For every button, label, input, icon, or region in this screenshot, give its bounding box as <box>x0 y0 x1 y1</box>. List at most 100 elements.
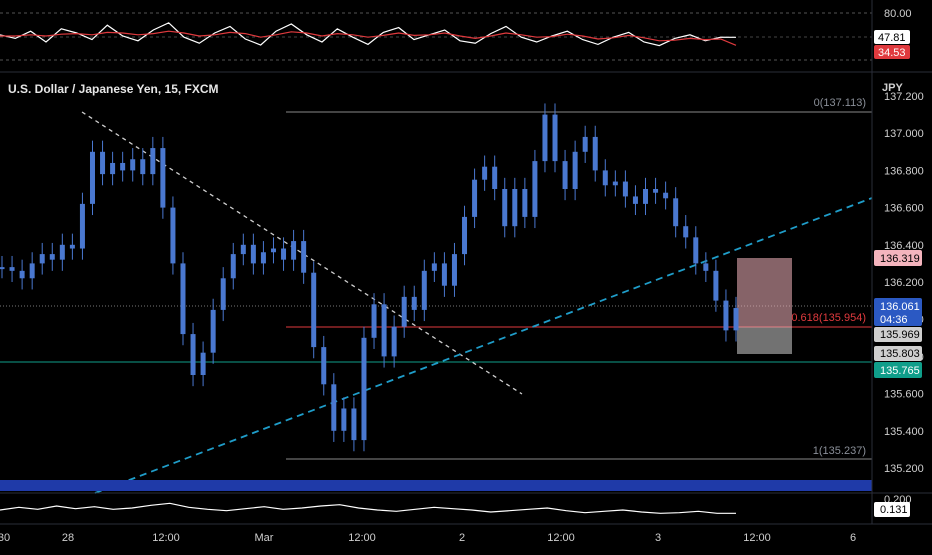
support-price-badge <box>874 362 922 378</box>
candle-body <box>9 267 15 271</box>
candle-body <box>542 114 548 162</box>
candle-body <box>260 252 266 264</box>
candle-body <box>0 267 5 270</box>
candle-body <box>341 408 347 431</box>
candle-body <box>632 196 638 204</box>
time-tick-label: 12:00 <box>348 532 376 544</box>
candle-body <box>49 254 55 260</box>
candle-body <box>532 161 538 217</box>
candle-body <box>421 270 427 310</box>
candle-body <box>140 159 146 175</box>
price-tick-label: 137.000 <box>884 128 924 140</box>
candle-body <box>331 384 337 431</box>
candle-body <box>431 263 437 271</box>
time-tick-label: 2 <box>459 532 465 544</box>
candle-body <box>572 151 578 189</box>
rsi-scale-80: 80.00 <box>884 8 912 20</box>
bottom-band <box>0 480 872 491</box>
rsi-line <box>0 22 737 47</box>
price-tick-label: 136.800 <box>884 165 924 177</box>
candle-body <box>472 179 478 217</box>
candle-body <box>512 189 518 227</box>
time-tick-label: Mar <box>255 532 274 544</box>
symbol-title[interactable]: U.S. Dollar / Japanese Yen, 15, FXCM <box>8 82 219 96</box>
candle-body <box>552 114 558 162</box>
entry-price-badge <box>874 327 922 342</box>
candle-body <box>19 270 25 279</box>
time-axis[interactable]: 30 28 12:00 Mar 12:00 2 12:00 3 12:00 6 <box>0 532 856 544</box>
candle-body <box>190 334 196 375</box>
stop-price-badge <box>874 346 922 361</box>
lower-value-badge <box>874 502 910 517</box>
fib-label-618: 0.618(135.954) <box>791 312 866 324</box>
candle-body <box>482 166 488 180</box>
lower-indicator-panel[interactable] <box>0 502 736 514</box>
candle-body <box>361 337 367 441</box>
candle-body <box>733 308 739 331</box>
candle-body <box>653 189 659 193</box>
rsi-value-text: 47.81 <box>878 32 906 44</box>
candle-body <box>69 244 75 249</box>
candle-body <box>663 192 669 199</box>
candle-body <box>713 270 719 301</box>
candle-body <box>270 248 276 253</box>
bar-countdown-text: 04:36 <box>880 314 908 326</box>
time-tick-label: 6 <box>850 532 856 544</box>
candle-body <box>351 408 357 441</box>
time-tick-label: 12:00 <box>743 532 771 544</box>
candle-body <box>110 162 116 175</box>
main-pane[interactable]: 0(137.113) 0.618(135.954) 1(135.237) <box>0 97 873 494</box>
fib-label-1: 1(135.237) <box>813 445 866 457</box>
candle-body <box>200 352 206 375</box>
price-tick-label: 135.600 <box>884 389 924 401</box>
time-tick-label: 28 <box>62 532 74 544</box>
candle-body <box>522 189 528 217</box>
stop-price-text: 135.803 <box>880 348 920 360</box>
candle-body <box>311 272 317 348</box>
candle-body <box>120 162 126 171</box>
candle-body <box>100 151 106 175</box>
price-tick-label: 136.600 <box>884 203 924 215</box>
candle-body <box>291 241 297 260</box>
candle-body <box>180 263 186 335</box>
target-price-text: 136.319 <box>880 253 920 265</box>
candle-body <box>220 278 226 310</box>
candle-body <box>160 148 166 208</box>
candle-body <box>230 254 236 279</box>
candle-body <box>150 148 156 175</box>
candle-body <box>502 189 508 227</box>
candle-body <box>59 244 65 260</box>
time-tick-label: 3 <box>655 532 661 544</box>
target-price-badge <box>874 250 922 266</box>
price-tick-label: 135.400 <box>884 426 924 438</box>
candle-body <box>441 263 447 286</box>
uptrend-line[interactable] <box>94 197 873 494</box>
rsi-signal-text: 34.53 <box>878 47 906 59</box>
time-tick-label: 12:00 <box>547 532 575 544</box>
candle-body <box>673 198 679 227</box>
candle-body <box>130 159 136 171</box>
price-tick-label: 135.200 <box>884 463 924 475</box>
candle-body <box>250 244 256 264</box>
candle-body <box>622 181 628 197</box>
last-price-badge <box>874 298 922 326</box>
downtrend-line[interactable] <box>81 111 523 395</box>
candle-body <box>321 347 327 385</box>
candle-body <box>240 244 246 255</box>
candle-body <box>210 309 216 353</box>
lower-indicator-line <box>0 502 736 514</box>
candle-body <box>723 300 729 331</box>
candle-body <box>582 136 588 152</box>
price-tick-label: 136.200 <box>884 277 924 289</box>
risk-zone-bottom[interactable] <box>737 327 792 354</box>
rsi-panel[interactable] <box>0 12 872 61</box>
fib-label-0: 0(137.113) <box>814 97 866 109</box>
currency-unit-label: JPY <box>882 82 903 94</box>
candle-body <box>462 216 468 255</box>
risk-zone-top[interactable] <box>737 258 792 327</box>
candle-body <box>643 189 649 204</box>
price-tick-label: 136.400 <box>884 240 924 252</box>
candle-body <box>562 161 568 189</box>
candle-body <box>39 254 45 264</box>
